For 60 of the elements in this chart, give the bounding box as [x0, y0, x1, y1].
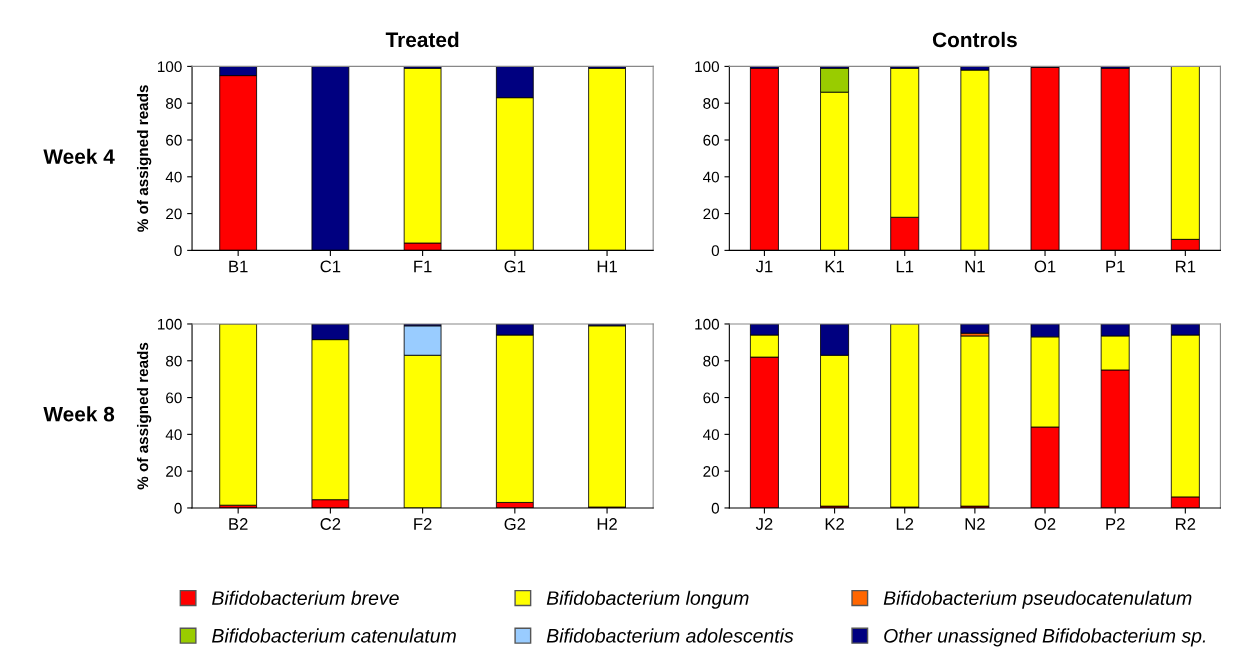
x-tick-label: P2: [1106, 518, 1125, 530]
legend-label: Bifidobacterium pseudocatenulatum: [883, 590, 1192, 609]
x-tick-label: G2: [504, 518, 526, 530]
chart-title: Treated: [385, 31, 459, 48]
y-tick-label: 60: [703, 134, 720, 146]
y-tick-label: 20: [166, 466, 182, 477]
y-tick-label: 20: [703, 208, 720, 220]
x-tick-label: K2: [825, 518, 844, 530]
x-tick-label: J2: [755, 518, 773, 530]
x-tick-label: C1: [320, 260, 341, 273]
y-tick-label: 100: [695, 318, 720, 330]
x-tick-label: G1: [504, 260, 526, 273]
text: Week 4: [43, 148, 115, 164]
x-tick-label: J1: [755, 260, 773, 273]
x-tick-label: B1: [229, 260, 248, 273]
x-tick-label: F1: [414, 260, 432, 273]
x-tick-label: N2: [965, 518, 985, 530]
x-tick-label: O2: [1034, 518, 1056, 530]
x-tick-label: N1: [965, 260, 985, 273]
y-tick-label: 80: [703, 355, 720, 367]
y-tick-label: 80: [703, 98, 720, 109]
y-tick-label: 20: [166, 208, 182, 220]
legend-label: Bifidobacterium breve: [212, 590, 399, 605]
legend-label: Other unassigned Bifidobacterium sp.: [884, 628, 1206, 647]
y-tick-label: 0: [711, 245, 720, 257]
x-tick-label: O1: [1034, 260, 1056, 273]
x-tick-label: L1: [896, 260, 914, 273]
x-tick-label: B2: [229, 518, 248, 530]
y-tick-label: 100: [158, 318, 182, 330]
y-tick-label: 60: [166, 392, 182, 404]
y-axis-title: % of assigned reads: [136, 342, 152, 490]
y-tick-label: 20: [703, 466, 720, 477]
y-tick-label: 40: [702, 171, 720, 183]
legend-label: Bifidobacterium longum: [546, 590, 749, 609]
y-axis-title: % of assigned reads: [136, 85, 152, 232]
y-tick-label: 100: [695, 61, 720, 73]
y-tick-label: 40: [165, 171, 182, 183]
x-tick-label: F2: [414, 518, 432, 530]
x-tick-label: C2: [320, 518, 341, 530]
y-tick-label: 100: [158, 61, 182, 73]
y-tick-label: 0: [711, 502, 720, 514]
x-tick-label: R2: [1176, 518, 1196, 530]
y-tick-label: 40: [165, 429, 182, 441]
x-tick-label: P1: [1106, 260, 1125, 273]
y-tick-label: 60: [166, 134, 182, 146]
x-tick-label: K1: [825, 260, 844, 273]
y-tick-label: 0: [174, 245, 182, 257]
x-tick-label: R1: [1176, 260, 1196, 273]
y-tick-label: 0: [174, 502, 182, 514]
legend-label: Bifidobacterium adolescentis: [546, 628, 794, 643]
chart-title: Controls: [932, 31, 1017, 48]
legend-label: Bifidobacterium catenulatum: [212, 628, 456, 643]
x-tick-label: H1: [597, 260, 617, 273]
text: Week 8: [43, 406, 115, 422]
x-tick-label: L2: [896, 518, 914, 530]
y-tick-label: 80: [165, 355, 182, 367]
y-tick-label: 60: [703, 392, 720, 404]
y-tick-label: 40: [702, 429, 720, 441]
y-tick-label: 80: [165, 98, 182, 109]
x-tick-label: H2: [597, 518, 617, 530]
